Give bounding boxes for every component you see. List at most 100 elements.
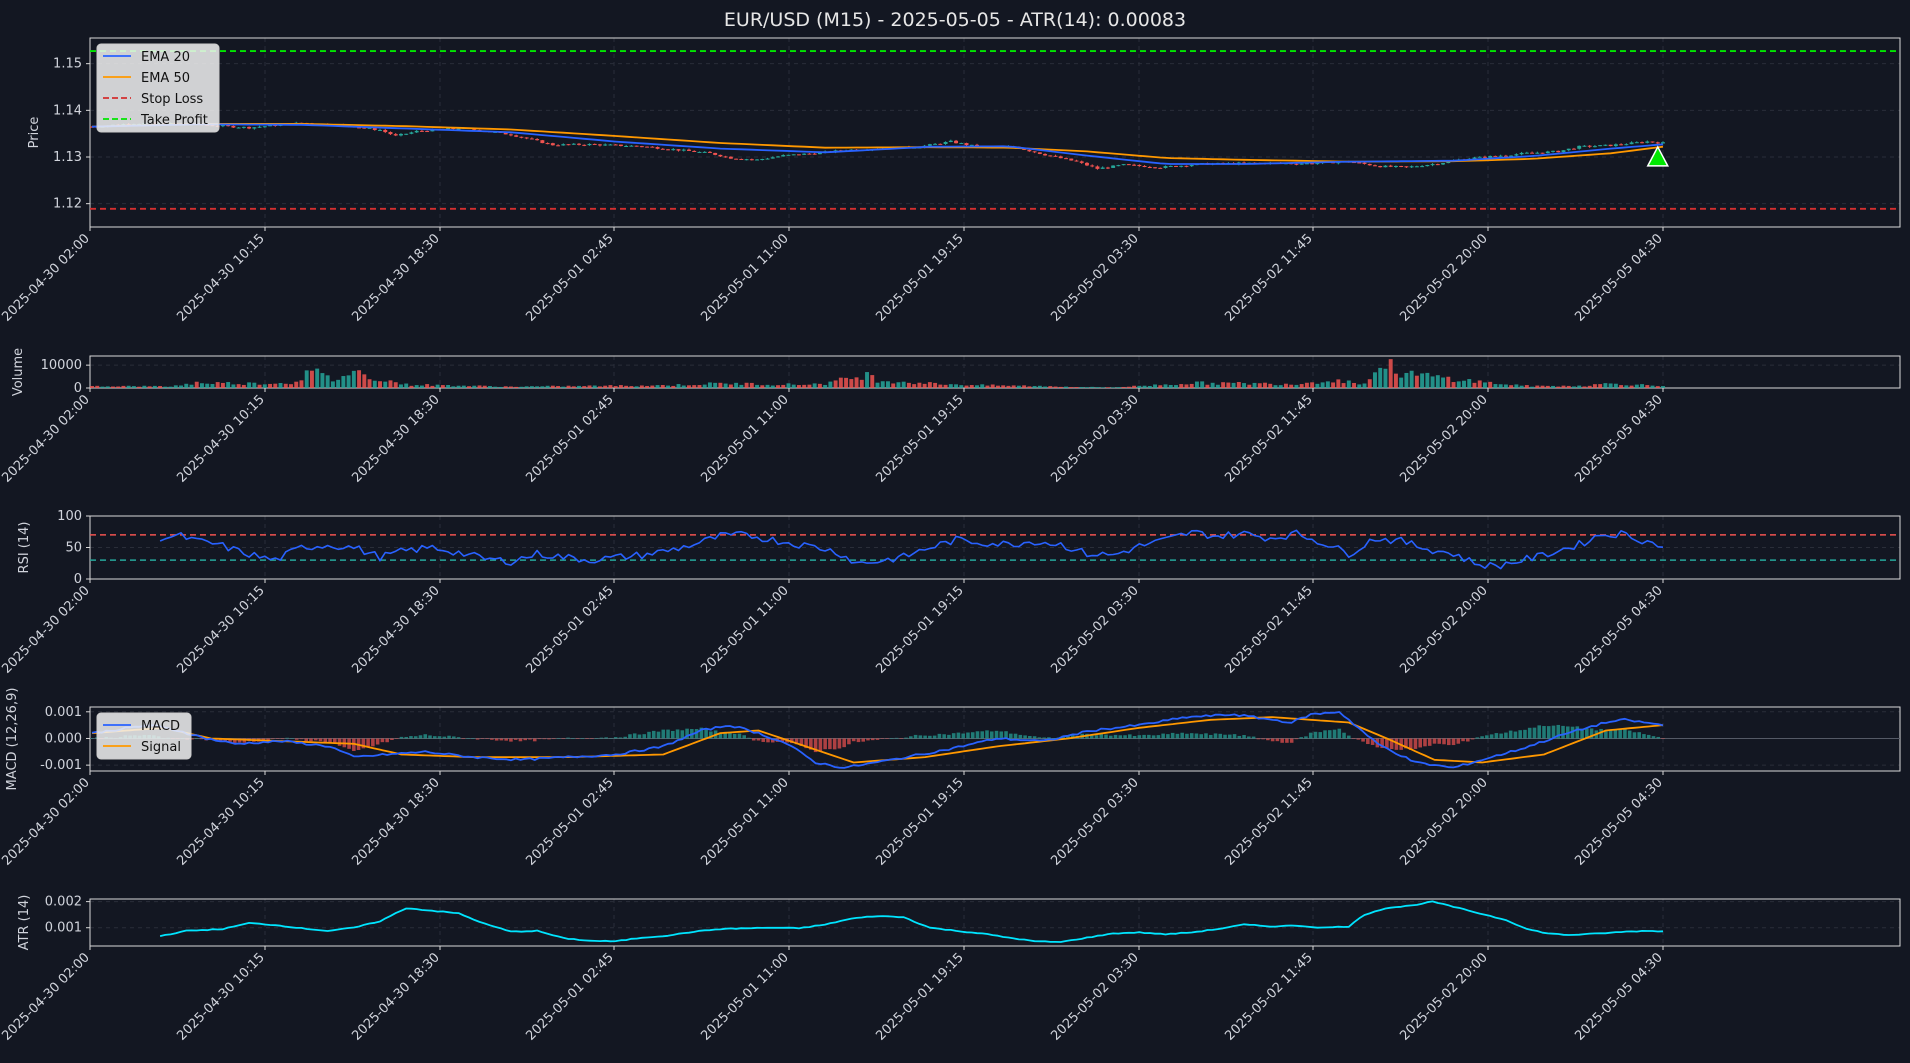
candle-body bbox=[1352, 162, 1357, 164]
volume-bar bbox=[854, 377, 859, 388]
candle-body bbox=[1074, 160, 1079, 162]
volume-bar bbox=[639, 385, 644, 388]
macd-histogram-bar bbox=[832, 738, 837, 750]
volume-bar bbox=[163, 386, 168, 388]
candle-body bbox=[247, 126, 252, 129]
macd-histogram-bar bbox=[304, 738, 309, 742]
macd-histogram-bar bbox=[1037, 737, 1042, 739]
rsi-xtick-label: 2025-05-02 03:30 bbox=[1048, 583, 1141, 676]
candle-body bbox=[1613, 144, 1618, 147]
candle-body bbox=[519, 136, 524, 138]
macd-histogram-bar bbox=[556, 738, 561, 739]
volume-bar bbox=[1121, 386, 1126, 388]
macd-histogram-bar bbox=[1523, 729, 1527, 739]
candle-body bbox=[1121, 164, 1126, 166]
volume-bar bbox=[1592, 384, 1597, 388]
macd-histogram-bar bbox=[261, 738, 266, 740]
volume-bar bbox=[446, 384, 451, 388]
candle-body bbox=[1069, 158, 1074, 161]
volume-bar bbox=[1310, 382, 1315, 388]
price-xtick-label: 2025-05-02 11:45 bbox=[1222, 231, 1315, 324]
candle-body bbox=[781, 155, 786, 157]
volume-bar bbox=[330, 381, 335, 388]
candle-body bbox=[1393, 165, 1398, 167]
atr-xtick-label: 2025-05-02 03:30 bbox=[1048, 950, 1141, 1043]
macd-histogram-bar bbox=[532, 738, 537, 742]
atr-ylabel: ATR (14) bbox=[17, 895, 32, 951]
macd-histogram-bar bbox=[699, 727, 704, 739]
volume-bar bbox=[341, 376, 346, 388]
macd-histogram-bar bbox=[1066, 735, 1070, 739]
price-legend-box bbox=[96, 43, 220, 133]
volume-bar bbox=[833, 380, 838, 388]
volume-bar bbox=[430, 385, 435, 388]
volume-bar bbox=[1566, 385, 1571, 388]
volume-bar bbox=[571, 386, 576, 388]
volume-bar bbox=[378, 381, 382, 388]
candle-body bbox=[1566, 148, 1571, 151]
macd-histogram-bar bbox=[1285, 738, 1289, 743]
volume-bar bbox=[1331, 382, 1336, 388]
volume-bar bbox=[273, 383, 278, 388]
macd-xtick-label: 2025-05-01 11:00 bbox=[698, 775, 791, 868]
macd-histogram-bar bbox=[528, 738, 532, 740]
macd-histogram-bar bbox=[804, 738, 808, 749]
legend-entry: Signal bbox=[141, 740, 181, 755]
volume-bar bbox=[1064, 386, 1068, 388]
candle-body bbox=[1100, 167, 1105, 169]
candle-body bbox=[367, 127, 372, 129]
volume-bar bbox=[927, 382, 932, 388]
volume-bar bbox=[503, 386, 508, 388]
legend-entry: EMA 50 bbox=[141, 71, 190, 86]
rsi-xtick-label: 2025-04-30 02:00 bbox=[0, 583, 93, 676]
candle-body bbox=[603, 144, 608, 146]
candle-body bbox=[1142, 165, 1147, 168]
candle-body bbox=[556, 145, 561, 147]
macd-histogram-bar bbox=[199, 738, 204, 740]
volume-bar bbox=[1420, 373, 1425, 388]
candle-body bbox=[1446, 161, 1451, 164]
macd-histogram-bar bbox=[1132, 736, 1137, 739]
macd-histogram-bar bbox=[1418, 738, 1422, 748]
macd-histogram-bar bbox=[337, 738, 342, 746]
price-panel: 1.12 1.13 1.14 1.15 Price 2025-04-30 02:00 202… bbox=[0, 37, 1901, 325]
candle-body bbox=[938, 143, 943, 145]
volume-bar bbox=[1640, 384, 1645, 388]
macd-ytick-label: -0.001 bbox=[40, 758, 82, 773]
macd-histogram-bar bbox=[1266, 738, 1270, 741]
rsi-line bbox=[159, 529, 1664, 570]
macd-histogram-bar bbox=[466, 738, 470, 739]
price-xtick-label: 2025-05-02 20:00 bbox=[1397, 231, 1490, 324]
macd-histogram-bar bbox=[842, 738, 846, 748]
macd-histogram-bar bbox=[1537, 725, 1542, 739]
macd-histogram-bar bbox=[1646, 734, 1651, 739]
volume-bar bbox=[126, 385, 131, 388]
chart-title: EUR/USD (M15) - 2025-05-05 - ATR(14): 0.… bbox=[724, 9, 1186, 31]
candle-body bbox=[1503, 155, 1508, 157]
volume-bar bbox=[398, 384, 403, 388]
macd-histogram-bar bbox=[551, 738, 556, 739]
macd-histogram-bar bbox=[428, 735, 432, 739]
macd-histogram-bar bbox=[737, 733, 742, 739]
volume-bar bbox=[1393, 373, 1398, 388]
volume-bar bbox=[404, 383, 409, 388]
macd-xtick-label: 2025-04-30 10:15 bbox=[174, 775, 267, 868]
volume-bar bbox=[1011, 385, 1016, 388]
macd-histogram-bar bbox=[1094, 735, 1099, 739]
candle-body bbox=[707, 151, 712, 153]
macd-histogram-bar bbox=[1575, 726, 1580, 739]
volume-bar bbox=[1613, 383, 1618, 388]
candle-body bbox=[765, 158, 770, 160]
macd-histogram-bar bbox=[1237, 735, 1242, 739]
price-xtick-label: 2025-05-05 04:30 bbox=[1572, 231, 1665, 324]
volume-bar bbox=[1100, 387, 1105, 388]
candle-body bbox=[226, 125, 231, 127]
volume-bar bbox=[1399, 377, 1404, 388]
atr-xtick-label: 2025-05-02 11:45 bbox=[1222, 950, 1315, 1043]
volume-bar bbox=[624, 385, 629, 388]
volume-bar bbox=[493, 386, 498, 388]
macd-histogram-bar bbox=[1023, 735, 1027, 739]
candle-body bbox=[597, 144, 602, 146]
macd-histogram-bar bbox=[1294, 738, 1299, 740]
candle-body bbox=[1132, 164, 1137, 166]
